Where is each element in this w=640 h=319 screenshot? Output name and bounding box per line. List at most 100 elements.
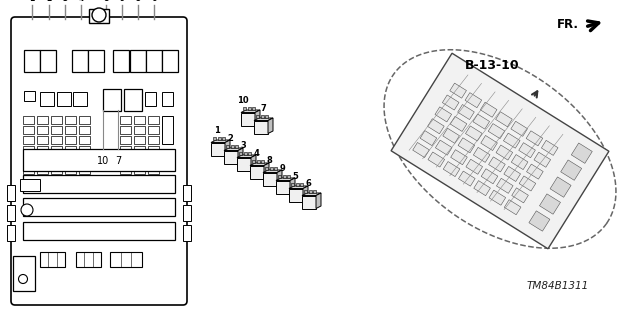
Bar — [218, 137, 221, 140]
Bar — [76, 252, 101, 267]
Text: 2: 2 — [227, 134, 233, 143]
Polygon shape — [511, 154, 528, 170]
Text: 10: 10 — [237, 96, 249, 105]
Bar — [287, 175, 290, 178]
Polygon shape — [529, 211, 550, 231]
Polygon shape — [277, 170, 282, 186]
Bar — [51, 166, 62, 174]
Bar — [51, 116, 62, 124]
Bar — [183, 185, 191, 201]
Bar — [146, 50, 162, 72]
Bar — [65, 176, 76, 184]
Polygon shape — [511, 121, 527, 136]
Bar — [162, 116, 173, 144]
Bar — [282, 175, 285, 178]
Bar — [134, 116, 145, 124]
Bar — [302, 196, 316, 209]
Bar — [222, 137, 225, 140]
Bar — [40, 92, 54, 106]
Bar — [248, 152, 251, 155]
Polygon shape — [450, 116, 467, 131]
Bar — [24, 91, 35, 101]
Bar — [73, 92, 87, 106]
Bar — [241, 113, 255, 125]
Bar — [300, 183, 303, 186]
Bar — [130, 50, 146, 72]
Bar — [79, 166, 90, 174]
Bar — [224, 151, 238, 164]
Bar — [134, 126, 145, 134]
Polygon shape — [497, 178, 513, 193]
Bar — [162, 92, 173, 106]
Text: 10: 10 — [97, 156, 109, 166]
Bar — [243, 107, 246, 110]
Bar — [134, 136, 145, 144]
Bar — [148, 156, 159, 164]
Bar — [7, 225, 15, 241]
Polygon shape — [504, 200, 521, 215]
Bar — [134, 166, 145, 174]
Bar — [120, 126, 131, 134]
Polygon shape — [241, 110, 260, 113]
Bar — [248, 107, 250, 110]
Bar — [211, 143, 225, 155]
Bar — [23, 146, 34, 154]
Bar — [72, 50, 88, 72]
Polygon shape — [443, 128, 460, 143]
Polygon shape — [488, 157, 505, 172]
Text: +: + — [24, 205, 31, 214]
Bar — [65, 156, 76, 164]
Polygon shape — [458, 171, 475, 186]
Text: 7: 7 — [115, 156, 121, 166]
Bar — [23, 198, 175, 216]
Bar — [79, 136, 90, 144]
FancyBboxPatch shape — [11, 17, 187, 305]
Circle shape — [21, 204, 33, 216]
Bar — [51, 126, 62, 134]
Bar — [291, 183, 294, 186]
Bar — [65, 126, 76, 134]
Text: 1: 1 — [29, 0, 35, 3]
Text: 9: 9 — [279, 164, 285, 173]
Bar — [23, 176, 34, 184]
Polygon shape — [495, 112, 512, 127]
Polygon shape — [255, 110, 260, 125]
Text: FR.: FR. — [557, 19, 579, 32]
Bar — [239, 152, 242, 155]
Bar — [89, 9, 109, 23]
Bar — [256, 115, 259, 118]
Bar — [23, 156, 34, 164]
Bar — [252, 107, 255, 110]
Bar — [37, 136, 48, 144]
Bar — [79, 156, 90, 164]
Bar — [257, 160, 259, 163]
Polygon shape — [561, 160, 582, 180]
Bar — [65, 146, 76, 154]
Bar — [120, 116, 131, 124]
Bar — [134, 156, 145, 164]
Bar — [243, 152, 246, 155]
Bar — [230, 145, 234, 148]
Bar — [254, 121, 268, 133]
Bar — [88, 50, 104, 72]
Bar — [313, 190, 316, 193]
Polygon shape — [435, 140, 452, 155]
Polygon shape — [465, 93, 482, 108]
Bar — [79, 126, 90, 134]
Polygon shape — [504, 133, 520, 148]
Bar — [148, 146, 159, 154]
Bar — [120, 146, 131, 154]
Bar — [57, 92, 71, 106]
Bar — [260, 115, 264, 118]
Text: TM84B1311: TM84B1311 — [527, 281, 589, 291]
Text: 2: 2 — [46, 0, 52, 3]
Bar — [37, 126, 48, 134]
Text: 7: 7 — [260, 104, 266, 113]
Polygon shape — [428, 119, 444, 134]
Polygon shape — [384, 50, 616, 248]
Bar — [110, 252, 142, 267]
Bar — [213, 137, 216, 140]
Text: 1: 1 — [214, 126, 220, 135]
Polygon shape — [290, 178, 295, 194]
Polygon shape — [451, 150, 467, 165]
